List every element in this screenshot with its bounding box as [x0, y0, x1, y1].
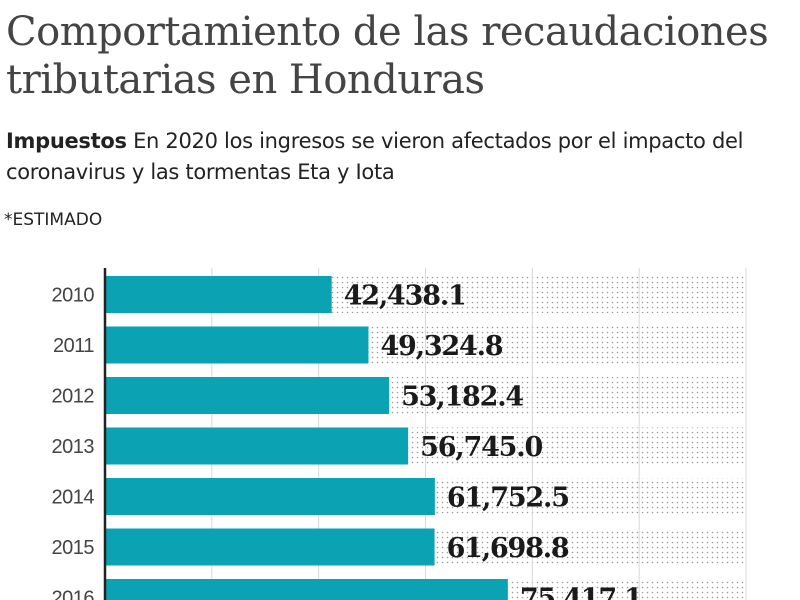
- bar-2010: [105, 276, 332, 313]
- dotted-background: [368, 326, 746, 364]
- title-line-2: tributarias en Honduras: [6, 57, 485, 103]
- data-label: 56,745.0: [420, 432, 542, 463]
- data-label: 61,752.5: [447, 483, 569, 514]
- subtitle-text: En 2020 los ingresos se vieron afectados…: [6, 129, 744, 184]
- subtitle-bold: Impuestos: [6, 129, 127, 153]
- data-label: 61,698.8: [447, 533, 569, 564]
- category-label: 2013: [52, 436, 95, 458]
- category-label: 2012: [52, 386, 95, 408]
- category-label: 2014: [52, 487, 95, 509]
- dotted-background: [389, 377, 746, 414]
- bar-2015: [105, 528, 435, 566]
- estimate-note: *ESTIMADO: [4, 210, 103, 230]
- bar-2011: [105, 326, 369, 364]
- chart-title: Comportamiento de las recaudaciones trib…: [6, 8, 769, 104]
- dotted-background: [331, 276, 746, 313]
- dotted-background: [408, 427, 746, 465]
- dotted-background: [434, 478, 746, 515]
- data-label: 53,182.4: [401, 382, 523, 413]
- title-line-1: Comportamiento de las recaudaciones: [6, 9, 769, 55]
- chart-subtitle: Impuestos En 2020 los ingresos se vieron…: [6, 126, 796, 188]
- data-label: 49,324.8: [380, 331, 502, 362]
- bar-2012: [105, 377, 390, 414]
- category-label: 2015: [52, 537, 95, 559]
- bar-2013: [105, 427, 409, 465]
- category-label: 2011: [53, 335, 94, 357]
- bar-2016: [105, 579, 508, 600]
- dotted-background: [507, 579, 746, 600]
- bar-2014: [105, 478, 435, 515]
- dotted-background: [434, 528, 746, 566]
- data-label: 75,417.1: [520, 584, 642, 600]
- category-label: 2016: [52, 588, 95, 600]
- category-label: 2010: [52, 285, 95, 307]
- data-label: 42,438.1: [344, 281, 466, 312]
